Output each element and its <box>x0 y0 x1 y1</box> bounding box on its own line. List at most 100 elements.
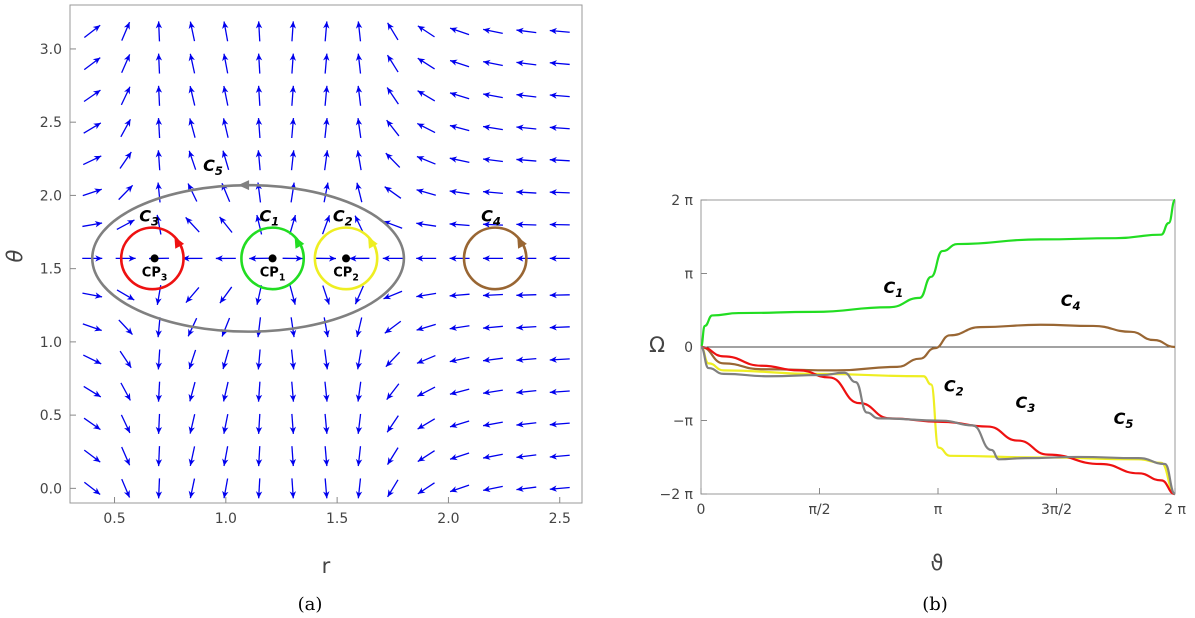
field-arrow-head <box>255 458 263 467</box>
contour-arrow <box>174 236 185 249</box>
field-arrow-head <box>92 90 101 97</box>
field-arrow-head <box>516 485 524 492</box>
field-arrow-head <box>516 356 524 363</box>
field-arrow-head <box>222 21 229 29</box>
field-arrow-head <box>549 420 558 428</box>
field-arrow-head <box>355 361 363 370</box>
field-arrow-head <box>323 296 330 305</box>
field-arrow-head <box>185 217 193 225</box>
field-arrow-head <box>450 486 458 493</box>
field-arrow-head <box>92 455 101 463</box>
field-arrow-head <box>355 182 362 191</box>
field-arrow-head <box>324 215 331 223</box>
field-arrow-head <box>222 490 229 499</box>
field-arrow-head <box>417 487 426 494</box>
field-arrow-head <box>255 21 263 29</box>
field-arrow-head <box>155 362 163 370</box>
field-arrow-head <box>483 59 491 67</box>
field-arrow-head <box>516 189 524 196</box>
contour-label: C1 <box>259 207 279 229</box>
field-arrow-head <box>384 186 393 194</box>
field-arrow-head <box>222 118 229 126</box>
zero-point-dot <box>342 254 351 263</box>
contour-c2 <box>313 226 379 291</box>
series-lines <box>699 198 1177 496</box>
field-arrow-head <box>95 255 103 262</box>
field-arrow-head <box>94 292 103 299</box>
field-arrow-head <box>450 91 458 98</box>
field-arrow-head <box>221 361 229 370</box>
field-arrow-head <box>92 57 101 65</box>
field-arrow-head <box>290 215 297 223</box>
field-arrow-head <box>449 124 458 131</box>
field-arrow-head <box>124 119 131 127</box>
field-arrow-head <box>417 455 426 462</box>
x-tick-label: 0 <box>697 502 706 518</box>
axis-ticks-b: 0 π/2 π 3π/2 2 π 2 π π 0 −π −2 π <box>659 193 1186 518</box>
field-arrow-head <box>387 55 394 63</box>
field-arrow-head <box>188 393 195 402</box>
field-arrow-head <box>549 124 557 132</box>
field-arrow-head <box>483 356 491 364</box>
y-tick-label: 1.0 <box>40 335 62 351</box>
field-arrow-head <box>289 21 297 29</box>
field-arrow-head <box>349 255 357 262</box>
field-arrow-head <box>417 58 426 65</box>
field-arrow-head <box>385 153 393 161</box>
x-tick-label: 0.5 <box>103 511 125 527</box>
y-tick-label: 0.0 <box>40 481 62 497</box>
field-arrow-head <box>416 292 424 299</box>
field-arrow-head <box>328 255 336 262</box>
field-arrow-head <box>449 356 458 364</box>
field-arrow-head <box>355 215 361 224</box>
field-arrow-head <box>387 424 394 433</box>
field-arrow-head <box>355 426 363 434</box>
y-tick-label: 1.5 <box>40 262 62 278</box>
caption-a: (a) <box>298 594 323 615</box>
field-arrow-head <box>483 124 491 131</box>
field-arrow-head <box>323 426 330 434</box>
field-arrow-head <box>482 189 491 196</box>
field-arrow-head <box>516 221 524 228</box>
zero-point-label: CP1 <box>260 265 286 283</box>
series-line-c4 <box>700 323 1176 372</box>
x-axis-label-b: ϑ <box>930 551 943 575</box>
field-arrow-head <box>355 118 363 126</box>
field-arrow-head <box>155 53 163 61</box>
field-arrow-head <box>188 21 195 30</box>
field-arrow-head <box>93 357 102 364</box>
field-arrow-head <box>124 425 130 433</box>
field-arrow-head <box>384 326 393 334</box>
field-arrow-head <box>215 255 223 262</box>
zero-point-label: CP3 <box>142 265 168 283</box>
field-arrow-head <box>289 53 297 61</box>
field-arrow-head <box>483 421 491 428</box>
field-arrow-head <box>355 394 363 402</box>
field-arrow-head <box>549 388 557 396</box>
field-arrow-head <box>516 291 524 299</box>
field-arrow-head <box>125 185 133 193</box>
field-arrow-head <box>155 426 163 434</box>
field-arrow-head <box>323 53 330 61</box>
field-arrow-head <box>549 453 558 460</box>
field-arrow-head <box>219 295 227 304</box>
field-arrow-head <box>417 422 426 430</box>
y-tick-label: 2.0 <box>40 188 62 204</box>
field-arrow-head <box>289 426 297 434</box>
field-arrow-head <box>355 53 363 61</box>
field-arrow-head <box>549 255 557 262</box>
field-arrow-head <box>185 295 193 303</box>
series-line-c1 <box>699 198 1177 349</box>
field-arrow-head <box>355 490 363 499</box>
series-annotation: C5 <box>1114 409 1134 431</box>
field-arrow-head <box>549 27 558 35</box>
field-arrow-head <box>355 458 363 467</box>
field-arrow-head <box>221 328 228 337</box>
field-arrow-head <box>323 118 330 126</box>
y-tick-label: 3.0 <box>40 42 62 58</box>
field-arrow-head <box>155 182 162 190</box>
field-arrow-head <box>222 426 229 434</box>
field-arrow-head <box>355 150 363 158</box>
field-arrow-head <box>188 458 195 466</box>
contours-a: C1 C2 C3 C4 C5 <box>90 156 528 333</box>
